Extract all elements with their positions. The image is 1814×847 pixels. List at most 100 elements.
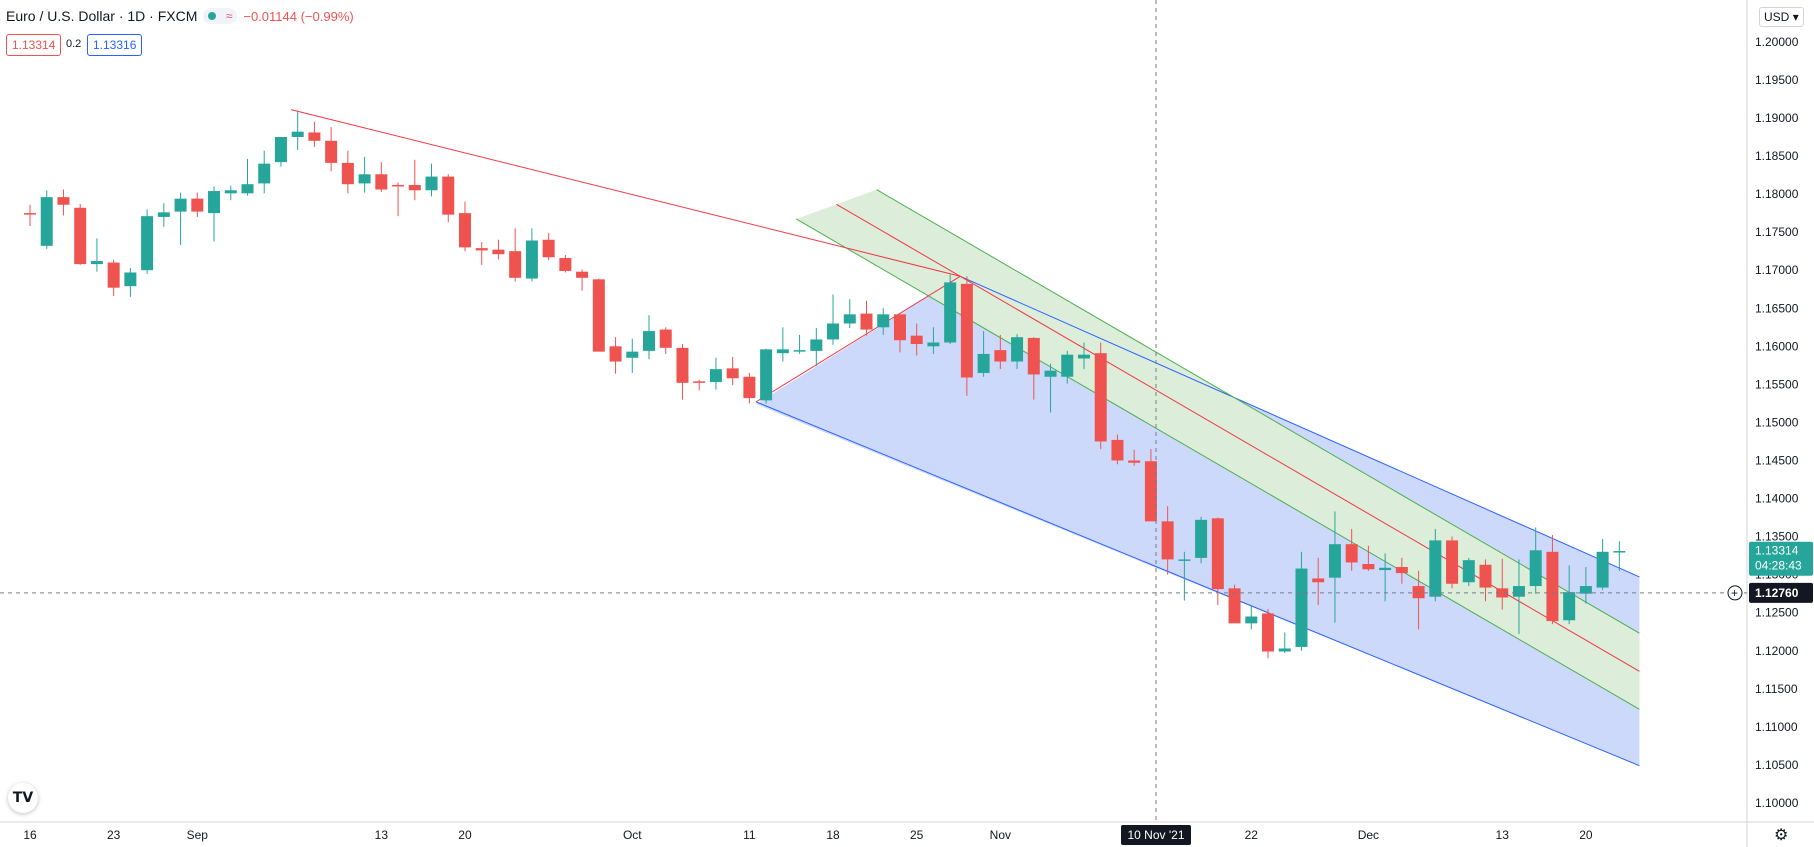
candle[interactable] [1278,632,1291,654]
candle[interactable] [760,348,773,404]
candle-body[interactable] [1011,337,1024,362]
candle[interactable] [626,338,639,373]
symbol-title[interactable]: Euro / U.S. Dollar · 1D · FXCM [6,8,198,24]
candle[interactable] [1613,541,1626,571]
candle[interactable] [375,162,388,192]
candle[interactable] [893,314,906,353]
candle[interactable] [392,182,405,217]
candle-body[interactable] [676,347,689,383]
candle-body[interactable] [1362,563,1375,570]
candle[interactable] [74,203,87,265]
candle[interactable] [525,228,538,282]
candle[interactable] [241,159,254,196]
candle[interactable] [643,315,656,360]
candle-body[interactable] [843,314,856,324]
candle-body[interactable] [392,184,405,187]
candle[interactable] [877,308,890,335]
candle[interactable] [224,185,237,201]
candle-body[interactable] [977,353,990,373]
candle[interactable] [1027,337,1040,400]
channel-inner-upper-line[interactable] [876,189,1640,634]
candle[interactable] [1262,608,1275,659]
bid-price-box[interactable]: 1.13314 [6,34,62,56]
candle-body[interactable] [726,368,739,379]
channel-lower-line[interactable] [755,401,1640,767]
candle-body[interactable] [1512,586,1525,597]
ask-price-box[interactable]: 1.13316 [87,34,143,56]
candle-body[interactable] [1262,613,1275,652]
candle-body[interactable] [1027,337,1040,375]
candle[interactable] [776,327,789,362]
market-status-indicator[interactable]: ≈ [203,8,238,24]
candle[interactable] [174,192,187,246]
candle-body[interactable] [1044,370,1057,377]
candle-body[interactable] [408,184,421,191]
candle[interactable] [492,239,505,260]
candle-body[interactable] [960,283,973,378]
candle[interactable] [1412,570,1425,630]
candle-body[interactable] [24,213,36,215]
candle[interactable] [157,203,170,227]
candle[interactable] [1446,536,1459,589]
candle-body[interactable] [1563,592,1576,621]
candle-body[interactable] [241,184,254,194]
candle-body[interactable] [40,197,53,246]
candle-body[interactable] [944,282,957,343]
candle-body[interactable] [659,329,672,348]
candle-body[interactable] [1211,518,1224,590]
candle-body[interactable] [1111,439,1124,461]
candle-body[interactable] [576,271,589,278]
candle-body[interactable] [860,313,873,330]
candle-body[interactable] [191,198,204,212]
candle[interactable] [458,201,471,252]
tradingview-logo-icon[interactable]: TV [8,783,38,813]
candle-body[interactable] [224,190,237,194]
candle-body[interactable] [1061,354,1074,377]
candle-body[interactable] [1496,588,1509,598]
candle[interactable] [576,269,589,291]
candle-body[interactable] [994,350,1007,362]
candle[interactable] [1077,342,1090,370]
candle-body[interactable] [559,258,572,271]
candle[interactable] [709,357,722,390]
candle[interactable] [325,127,338,172]
candle-body[interactable] [274,137,287,163]
candle-body[interactable] [341,162,354,185]
candle-body[interactable] [1479,564,1492,588]
channel-inner-lower-line[interactable] [795,218,1640,710]
candle-body[interactable] [1429,540,1442,597]
candle[interactable] [592,278,605,352]
last-price-tag[interactable] [1749,541,1813,576]
candle-body[interactable] [1345,544,1358,563]
candle[interactable] [1496,558,1509,610]
candle-body[interactable] [1195,519,1208,558]
candle-body[interactable] [1379,567,1392,571]
candle[interactable] [609,337,622,374]
candle[interactable] [1044,363,1057,413]
candle-body[interactable] [1529,550,1542,587]
settings-gear-icon[interactable]: ⚙ [1774,827,1789,844]
candle[interactable] [860,300,873,336]
candle-body[interactable] [174,198,187,212]
candle-body[interactable] [1596,551,1609,588]
candle-body[interactable] [208,191,221,214]
candle-body[interactable] [1077,354,1090,359]
candle-body[interactable] [810,339,823,351]
candle-body[interactable] [760,349,773,401]
candle-body[interactable] [1295,568,1308,647]
candle-body[interactable] [1161,521,1174,560]
candle-body[interactable] [893,314,906,341]
channel-upper-line[interactable] [959,275,1640,578]
candle[interactable] [1011,334,1024,370]
candle-body[interactable] [793,350,806,352]
candle[interactable] [1061,350,1074,384]
time-axis[interactable]: 1623Sep1320Oct111825Nov1522Dec132010 Nov… [23,825,1593,845]
candle[interactable] [408,159,421,201]
candle[interactable] [1094,342,1107,450]
candle-body[interactable] [325,140,338,163]
candle-body[interactable] [375,174,388,190]
candle[interactable] [1328,511,1341,623]
candle[interactable] [90,238,103,272]
candle-body[interactable] [1579,586,1592,594]
candle[interactable] [509,228,522,282]
